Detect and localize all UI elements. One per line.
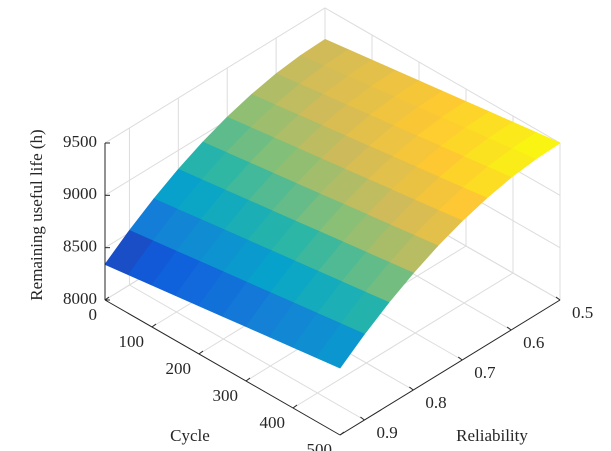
x-axis-line — [104, 299, 341, 436]
x-tick — [339, 431, 345, 436]
y-tick — [555, 296, 561, 301]
y-tick — [409, 386, 414, 391]
surface — [104, 39, 561, 369]
y-tick-label: 0.9 — [376, 423, 397, 442]
x-tick — [292, 404, 298, 409]
surface-patch — [316, 323, 365, 369]
y-tick-label: 0.6 — [523, 333, 544, 352]
x-tick-label: 500 — [307, 440, 333, 451]
x-tick — [198, 350, 204, 355]
x-tick-label: 100 — [119, 332, 145, 351]
x-tick-label: 400 — [260, 413, 286, 432]
x-axis-label: Cycle — [170, 426, 210, 445]
z-tick-label: 9000 — [63, 184, 97, 203]
x-tick-label: 200 — [166, 359, 192, 378]
z-tick-label: 9500 — [63, 132, 97, 151]
axes: 8000 8500 9000 9500 0 100 200 300 400 500 0.5 0.6 0.… — [63, 132, 593, 451]
y-tick-label: 0.7 — [474, 363, 496, 382]
z-tick-label: 8000 — [63, 289, 97, 308]
z-tick-label: 8500 — [63, 237, 97, 256]
y-tick — [506, 326, 512, 331]
y-tick-label: 0.8 — [425, 393, 446, 412]
y-tick — [360, 416, 365, 421]
y-axis-label: Reliability — [456, 426, 528, 445]
grid-line — [104, 7, 561, 144]
z-axis-label: Remaining useful life (h) — [27, 129, 46, 300]
x-tick — [151, 323, 157, 328]
y-axis-line — [339, 299, 561, 436]
x-tick — [104, 296, 110, 301]
y-tick-label: 0.5 — [572, 303, 593, 322]
y-tick — [457, 356, 463, 361]
x-tick — [245, 377, 251, 382]
x-tick-label: 300 — [213, 386, 239, 405]
x-tick-label: 0 — [89, 305, 98, 324]
